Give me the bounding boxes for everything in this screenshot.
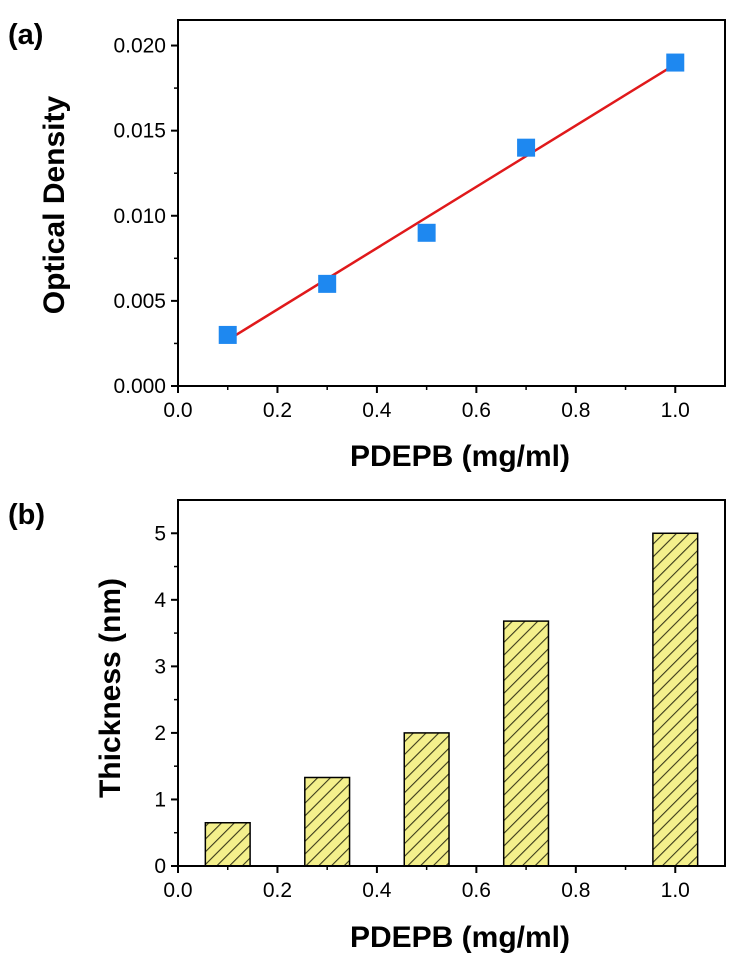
panel-b-x-tick-label: 1.0 (661, 879, 690, 902)
panel-a-scatter-chart: (a) 0.0 0.2 0.4 0.6 0.8 1.00.0000.0050.0100.0… (8, 19, 726, 473)
panel-a-axis-ticks: 0.0 0.2 0.4 0.6 0.8 1.0 0.000 0.005 0.010 0.015 0.… (113, 35, 689, 422)
panel-b-bar (204, 821, 251, 867)
panel-b-y-tick-label: 3 (154, 655, 166, 678)
panel-a-y-tick-label: 0.000 (113, 375, 166, 398)
panel-b-y-tick-label: 1 (154, 788, 166, 811)
panel-b-x-tick-label: 0.0 (163, 879, 192, 902)
panel-b-bar (652, 532, 699, 867)
panel-b-plot-frame (177, 499, 726, 867)
panel-b-y-tick-label: 2 (154, 722, 166, 745)
panel-a-plot-frame (177, 19, 726, 387)
panel-a-y-tick-label: 0.005 (113, 290, 166, 313)
panel-b-y-axis-title: Thickness (nm) (94, 578, 127, 798)
panel-b-bar-chart: (b) 0.0 0.2 0.4 0.6 0.8 1.0 0 1 2 3 4 5 PDEPB (mg/m… (8, 499, 726, 954)
panel-a-data-point (666, 53, 685, 72)
panel-a-data-point (417, 223, 436, 242)
panel-b-y-tick-label: 0 (154, 855, 166, 878)
panel-a-x-tick-label: 0.0 (163, 399, 192, 422)
panel-b-label: (b) (8, 499, 45, 531)
panel-a-data-point (318, 274, 337, 293)
panel-a-x-tick-label: 0.2 (263, 399, 292, 422)
panel-a-x-tick-label: 0.4 (362, 399, 392, 422)
panel-a-data-point (517, 138, 536, 157)
panel-b-bar (403, 732, 450, 867)
panel-a-fit-line (227, 63, 676, 342)
panel-b-bar (502, 620, 550, 867)
panel-a-y-tick-label: 0.020 (113, 35, 166, 58)
panel-b-x-axis-title: PDEPB (mg/ml) (350, 921, 570, 954)
panel-a-data-point (218, 325, 237, 344)
panel-a-x-tick-label: 1.0 (661, 399, 690, 422)
panel-a-data-marks (218, 53, 685, 344)
panel-b-x-tick-label: 0.2 (263, 879, 292, 902)
panel-a-y-axis-title: Optical Density (38, 95, 71, 314)
panel-b-y-tick-label: 4 (154, 589, 166, 612)
panel-b-x-tick-label: 0.8 (561, 879, 590, 902)
panel-b-x-tick-label: 0.6 (462, 879, 491, 902)
panel-b-bar (304, 776, 351, 867)
panel-b-y-tick-label: 5 (154, 522, 166, 545)
panel-a-y-tick-label: 0.015 (113, 120, 166, 143)
panel-a-x-axis-title: PDEPB (mg/ml) (350, 440, 570, 473)
panel-b-data-marks (204, 532, 699, 867)
panel-b-x-tick-label: 0.4 (362, 879, 392, 902)
panel-a-x-tick-label: 0.6 (462, 399, 491, 422)
panel-a-x-tick-label: 0.8 (561, 399, 590, 422)
panel-a-label: (a) (8, 19, 43, 51)
panel-a-y-tick-label: 0.010 (113, 205, 166, 228)
panel-b-axis-ticks: 0.0 0.2 0.4 0.6 0.8 1.0 0 1 2 3 4 5 (154, 522, 690, 902)
